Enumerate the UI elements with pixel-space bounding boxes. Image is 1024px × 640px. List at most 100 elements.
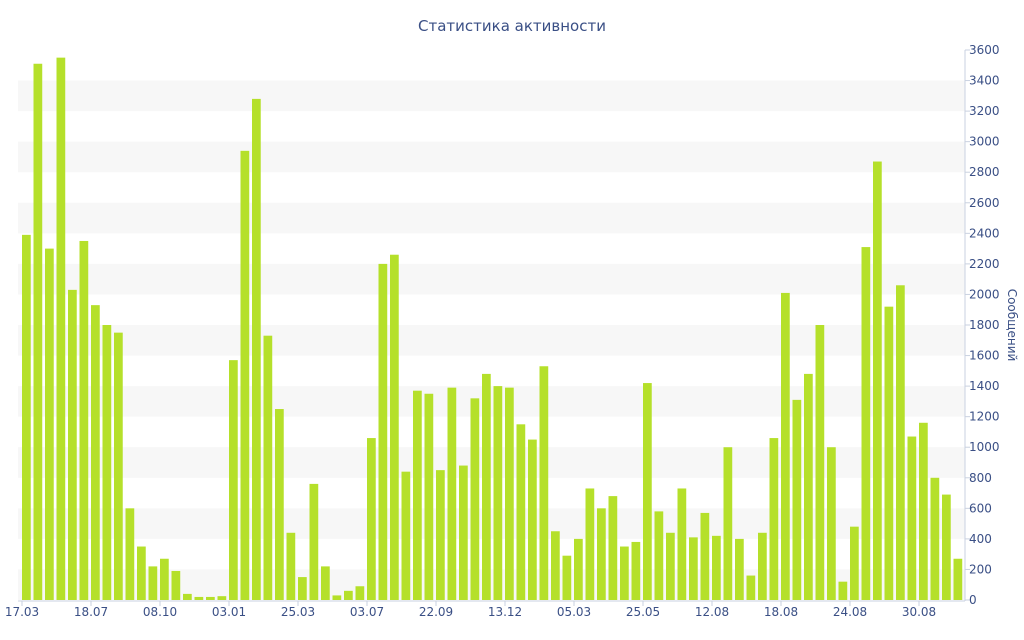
bar — [229, 360, 238, 600]
bar — [321, 566, 330, 600]
y-tick-label: 800 — [969, 471, 992, 485]
bar — [344, 590, 353, 600]
bar — [815, 325, 825, 600]
x-tick-label: 18.07 — [74, 605, 108, 619]
grid-band — [18, 80, 965, 112]
x-tick-label: 22.09 — [419, 605, 453, 619]
bar — [378, 263, 388, 600]
y-tick-label: 3000 — [969, 135, 1000, 149]
bar — [505, 387, 514, 600]
bar — [206, 596, 215, 600]
bar — [68, 289, 77, 600]
bar — [240, 150, 250, 600]
x-tick-label: 12.08 — [695, 605, 729, 619]
bar — [723, 447, 733, 600]
bar — [56, 57, 66, 600]
y-tick-label: 0 — [969, 593, 977, 607]
bar — [666, 532, 675, 600]
grid-band — [18, 263, 965, 295]
y-tick-label: 1000 — [969, 440, 1000, 454]
y-tick-label: 400 — [969, 532, 992, 546]
bar — [447, 387, 457, 600]
bar — [79, 240, 89, 600]
bar — [470, 398, 480, 600]
bar — [585, 488, 595, 600]
bar — [424, 393, 434, 600]
bar — [45, 248, 54, 601]
bar — [608, 496, 618, 600]
y-tick-label: 1600 — [969, 349, 1000, 363]
bar — [367, 438, 376, 600]
x-tick-label: 30.08 — [902, 605, 936, 619]
bar — [148, 566, 158, 600]
bar — [942, 494, 951, 600]
x-axis-ticks: 17.03 18.07 08.10 03.01 25.03 03.07 22.09 13.12… — [5, 601, 936, 619]
bar — [459, 465, 468, 600]
bar — [91, 305, 100, 600]
bar — [654, 511, 664, 600]
bar — [574, 538, 583, 600]
bar — [643, 383, 652, 600]
bar — [286, 532, 296, 600]
x-tick-label: 13.12 — [488, 605, 522, 619]
y-tick-label: 3200 — [969, 104, 1000, 118]
bar — [551, 531, 560, 600]
x-tick-label: 08.10 — [143, 605, 177, 619]
chart-title: Статистика активности — [418, 17, 606, 35]
bar — [919, 422, 928, 600]
bar — [217, 596, 227, 600]
bar — [873, 161, 882, 600]
bar — [528, 439, 537, 600]
bar — [850, 526, 859, 600]
bar — [355, 586, 365, 600]
grid-band — [18, 325, 965, 356]
bar — [689, 537, 698, 600]
bar — [746, 575, 756, 600]
bar — [792, 399, 802, 600]
grid-band — [18, 141, 965, 173]
bar — [160, 558, 169, 600]
bars — [22, 57, 963, 601]
bar — [401, 471, 411, 600]
bar — [171, 570, 181, 600]
y-tick-label: 2000 — [969, 287, 1000, 301]
bar — [597, 508, 606, 600]
bar — [735, 538, 744, 600]
bar — [930, 477, 940, 600]
y-tick-label: 2800 — [969, 165, 1000, 179]
bar — [33, 63, 43, 600]
y-tick-label: 3400 — [969, 74, 1000, 88]
bar — [631, 541, 641, 600]
bar — [194, 596, 204, 600]
x-tick-label: 03.01 — [212, 605, 246, 619]
bar — [102, 325, 112, 600]
y-axis-label: Сообщений — [1005, 289, 1019, 362]
bar — [781, 292, 790, 600]
x-tick-label: 24.08 — [833, 605, 867, 619]
y-axis-ticks: 0 200 400 600 800 1000 1200 1400 1600 1800 2000 220… — [965, 43, 1000, 607]
bar — [309, 483, 319, 600]
bar — [884, 306, 894, 600]
y-tick-label: 2600 — [969, 196, 1000, 210]
bar — [482, 373, 491, 600]
bar — [677, 488, 687, 600]
y-tick-label: 2200 — [969, 257, 1000, 271]
bar — [137, 546, 146, 600]
x-tick-label: 25.03 — [281, 605, 315, 619]
bar — [390, 254, 399, 600]
x-tick-label: 17.03 — [5, 605, 39, 619]
bar — [125, 508, 135, 600]
bar — [332, 595, 342, 600]
bar — [263, 335, 273, 600]
bar — [493, 386, 503, 600]
x-tick-label: 18.08 — [764, 605, 798, 619]
bar — [413, 390, 422, 600]
y-tick-label: 1400 — [969, 379, 1000, 393]
bar — [620, 546, 629, 600]
bar — [907, 436, 917, 600]
x-tick-label: 25.05 — [626, 605, 660, 619]
y-tick-label: 1800 — [969, 318, 1000, 332]
y-tick-label: 600 — [969, 501, 992, 515]
bar — [275, 409, 284, 600]
